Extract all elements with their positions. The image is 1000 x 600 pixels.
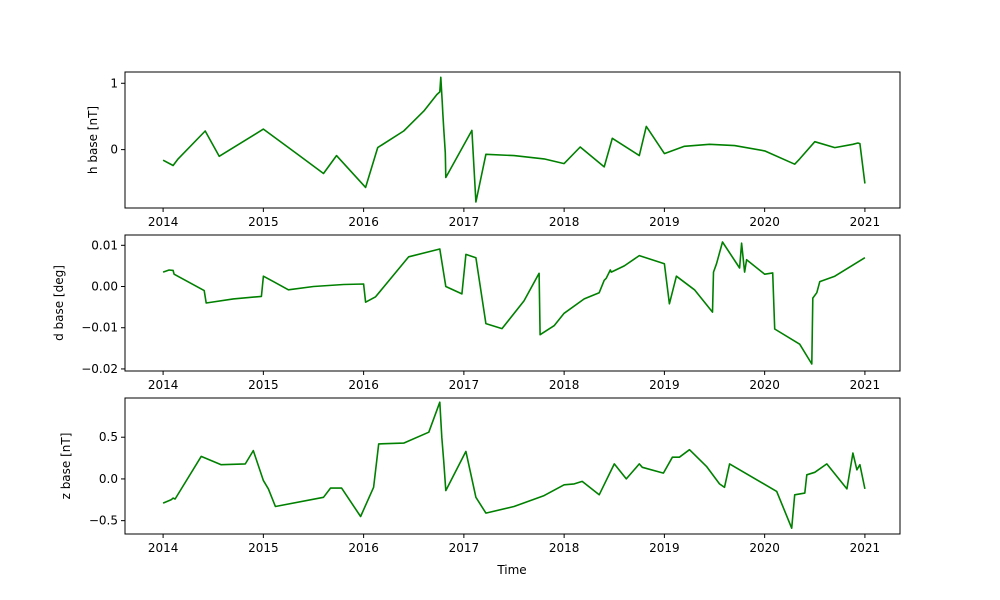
x-tick-label: 2016 (348, 215, 379, 229)
y-tick-label: 0.01 (91, 238, 118, 252)
y-tick-label: 1 (110, 76, 118, 90)
plot-area (162, 401, 866, 530)
x-tick-label: 2021 (850, 215, 881, 229)
y-tick-label: 0.00 (91, 280, 118, 294)
y-tick-label: 0.5 (99, 430, 118, 444)
x-tick-label: 2014 (148, 215, 179, 229)
x-tick-label: 2020 (749, 215, 780, 229)
x-tick-label: 2016 (348, 378, 379, 392)
x-tick-label: 2020 (749, 541, 780, 555)
x-tick-label: 2019 (649, 378, 680, 392)
x-tick-label: 2019 (649, 215, 680, 229)
y-axis: −0.02 −0.01 0.00 0.01 (81, 238, 125, 376)
x-axis: 2014 2015 2016 2017 2018 2019 2020 2021 (148, 371, 880, 392)
subplot-h-base: 2014 2015 2016 2017 2018 2019 2020 2021 01 h ba… (86, 71, 901, 229)
series-line-0 (162, 241, 866, 365)
x-tick-label: 2015 (248, 541, 279, 555)
x-tick-label: 2018 (549, 215, 580, 229)
y-tick-label: −0.5 (89, 514, 118, 528)
y-axis-label: h base [nT] (86, 106, 100, 174)
x-tick-label: 2021 (850, 378, 881, 392)
series-line-0 (162, 401, 866, 530)
plot-area (162, 241, 866, 365)
x-tick-label: 2020 (749, 378, 780, 392)
x-tick-label: 2015 (248, 378, 279, 392)
y-axis-label: d base [deg] (52, 265, 66, 341)
x-tick-label: 2014 (148, 378, 179, 392)
y-tick-label: 0.0 (99, 472, 118, 486)
subplot-z-base: 2014 2015 2016 2017 2018 2019 2020 2021 −0.5 0.0… (59, 397, 901, 577)
x-tick-label: 2018 (549, 378, 580, 392)
y-tick-label: −0.01 (81, 321, 118, 335)
x-axis: 2014 2015 2016 2017 2018 2019 2020 2021 (148, 534, 880, 555)
x-tick-label: 2017 (449, 215, 480, 229)
series-line-0 (162, 76, 866, 203)
axes-frame (124, 397, 901, 535)
x-tick-label: 2017 (449, 378, 480, 392)
x-tick-label: 2015 (248, 215, 279, 229)
x-axis: 2014 2015 2016 2017 2018 2019 2020 2021 (148, 208, 880, 229)
axes-frame (124, 71, 901, 209)
y-axis: −0.5 0.0 0.5 (89, 430, 125, 528)
x-tick-label: 2018 (549, 541, 580, 555)
subplot-d-base: 2014 2015 2016 2017 2018 2019 2020 2021 −0.02−0… (52, 234, 901, 392)
x-tick-label: 2014 (148, 541, 179, 555)
y-axis-label: z base [nT] (59, 433, 73, 500)
x-tick-label: 2021 (850, 541, 881, 555)
x-tick-label: 2016 (348, 541, 379, 555)
axes-frame (124, 234, 901, 372)
x-tick-label: 2019 (649, 541, 680, 555)
y-tick-label: 0 (110, 143, 118, 157)
y-tick-label: −0.02 (81, 362, 118, 376)
x-axis-label: Time (496, 563, 526, 577)
plot-area (162, 76, 866, 203)
y-axis: 01 (110, 76, 125, 157)
x-tick-label: 2017 (449, 541, 480, 555)
